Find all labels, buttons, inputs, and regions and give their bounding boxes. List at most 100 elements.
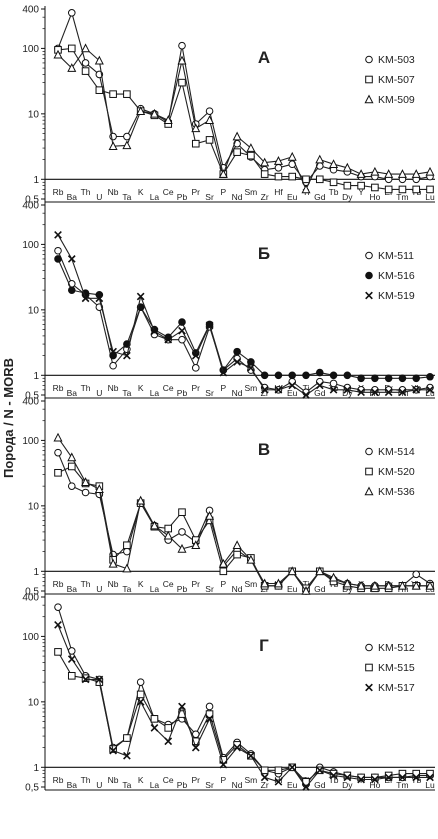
data-point xyxy=(371,388,379,397)
data-point xyxy=(164,724,173,732)
data-point xyxy=(177,55,187,65)
data-point xyxy=(67,8,76,17)
data-point xyxy=(136,690,145,699)
data-point xyxy=(67,462,76,471)
element-label-pb: Pb xyxy=(177,192,188,202)
element-label-zr: Zr xyxy=(261,192,269,202)
data-point xyxy=(371,773,379,782)
series-line xyxy=(57,250,431,393)
data-point xyxy=(343,371,352,380)
element-label-tm: Tm xyxy=(396,192,408,202)
legend-entry: KM-507 xyxy=(378,74,415,86)
legend-entry: KM-514 xyxy=(378,446,415,458)
legend-marker xyxy=(365,251,373,260)
legend-entry: KM-520 xyxy=(378,466,415,478)
legend-entry: KM-511 xyxy=(378,250,414,262)
data-point xyxy=(67,63,77,72)
data-point xyxy=(343,773,352,782)
data-point xyxy=(398,185,407,194)
data-point xyxy=(233,347,241,356)
data-point xyxy=(178,508,186,516)
data-point xyxy=(412,385,421,394)
data-point xyxy=(218,558,228,568)
element-label-rb: Rb xyxy=(53,775,64,785)
data-point xyxy=(54,230,62,239)
element-label-gd: Gd xyxy=(314,388,326,398)
data-point xyxy=(274,163,283,172)
data-point xyxy=(219,567,228,576)
data-point xyxy=(54,468,62,477)
data-point xyxy=(315,766,324,775)
data-point xyxy=(411,169,421,178)
panel-4: 0,5 1 10 100 400 Rb Ba Th U Nb Ta K La Ce Pb Pr Sr P Nd Sm Z… xyxy=(22,593,435,794)
element-label-sr: Sr xyxy=(205,780,214,790)
element-label-k: K xyxy=(138,775,144,785)
data-point xyxy=(412,185,421,194)
element-label-k: K xyxy=(138,187,144,197)
y-tick-label: 1 xyxy=(33,763,39,774)
element-label-hf: Hf xyxy=(274,187,283,197)
data-point xyxy=(163,115,173,124)
series-km-519 xyxy=(54,230,434,399)
element-label-sr: Sr xyxy=(205,192,214,202)
element-label-ce: Ce xyxy=(163,579,174,589)
data-point xyxy=(274,766,283,775)
element-label-gd: Gd xyxy=(314,780,326,790)
element-label-tb: Tb xyxy=(329,383,339,393)
data-point xyxy=(81,59,90,67)
element-label-dy: Dy xyxy=(342,192,353,202)
data-point xyxy=(81,675,90,684)
data-point xyxy=(329,771,338,780)
data-point xyxy=(412,773,421,782)
data-point xyxy=(260,385,269,394)
data-point xyxy=(191,139,200,148)
data-point xyxy=(164,737,173,746)
series-km-515 xyxy=(54,648,434,786)
data-point xyxy=(287,151,297,161)
series-line xyxy=(57,258,431,379)
data-point xyxy=(219,760,228,769)
series-line xyxy=(57,465,430,589)
element-label-dy: Dy xyxy=(342,388,353,398)
data-point xyxy=(191,743,200,752)
element-label-la: La xyxy=(150,192,160,202)
element-label-yb: Yb xyxy=(411,775,422,785)
data-point xyxy=(54,648,62,656)
data-point xyxy=(370,580,380,590)
data-point xyxy=(329,572,339,582)
data-point xyxy=(329,159,339,169)
element-label-u: U xyxy=(96,584,102,594)
data-point xyxy=(123,734,131,742)
data-point xyxy=(329,379,338,388)
legend-marker xyxy=(364,94,374,104)
data-point xyxy=(343,385,352,394)
element-label-ta: Ta xyxy=(122,584,131,594)
data-point xyxy=(178,702,186,711)
data-point xyxy=(273,156,283,165)
element-label-nd: Nd xyxy=(232,780,243,790)
series-km-509 xyxy=(53,43,435,194)
data-point xyxy=(136,697,145,706)
element-label-tb: Tb xyxy=(329,775,339,785)
data-point xyxy=(398,388,407,397)
y-tick-label: 0,5 xyxy=(25,195,39,206)
data-point xyxy=(81,674,90,682)
data-point xyxy=(136,106,146,115)
data-point xyxy=(67,672,76,680)
data-point xyxy=(274,172,283,181)
data-point xyxy=(178,41,186,50)
data-point xyxy=(123,547,131,556)
element-label-pr: Pr xyxy=(192,383,201,393)
data-point xyxy=(274,385,283,394)
data-point xyxy=(342,162,352,172)
element-label-ti: Ti xyxy=(303,579,310,589)
element-label-k: K xyxy=(138,383,144,393)
series-line xyxy=(57,12,431,183)
data-point xyxy=(247,751,255,760)
legend-marker xyxy=(365,75,373,84)
element-label-lu: Lu xyxy=(425,388,435,398)
data-point xyxy=(329,178,338,187)
element-label-p: P xyxy=(220,383,226,393)
element-label-ba: Ba xyxy=(67,388,78,398)
y-tick-label: 100 xyxy=(22,632,39,643)
